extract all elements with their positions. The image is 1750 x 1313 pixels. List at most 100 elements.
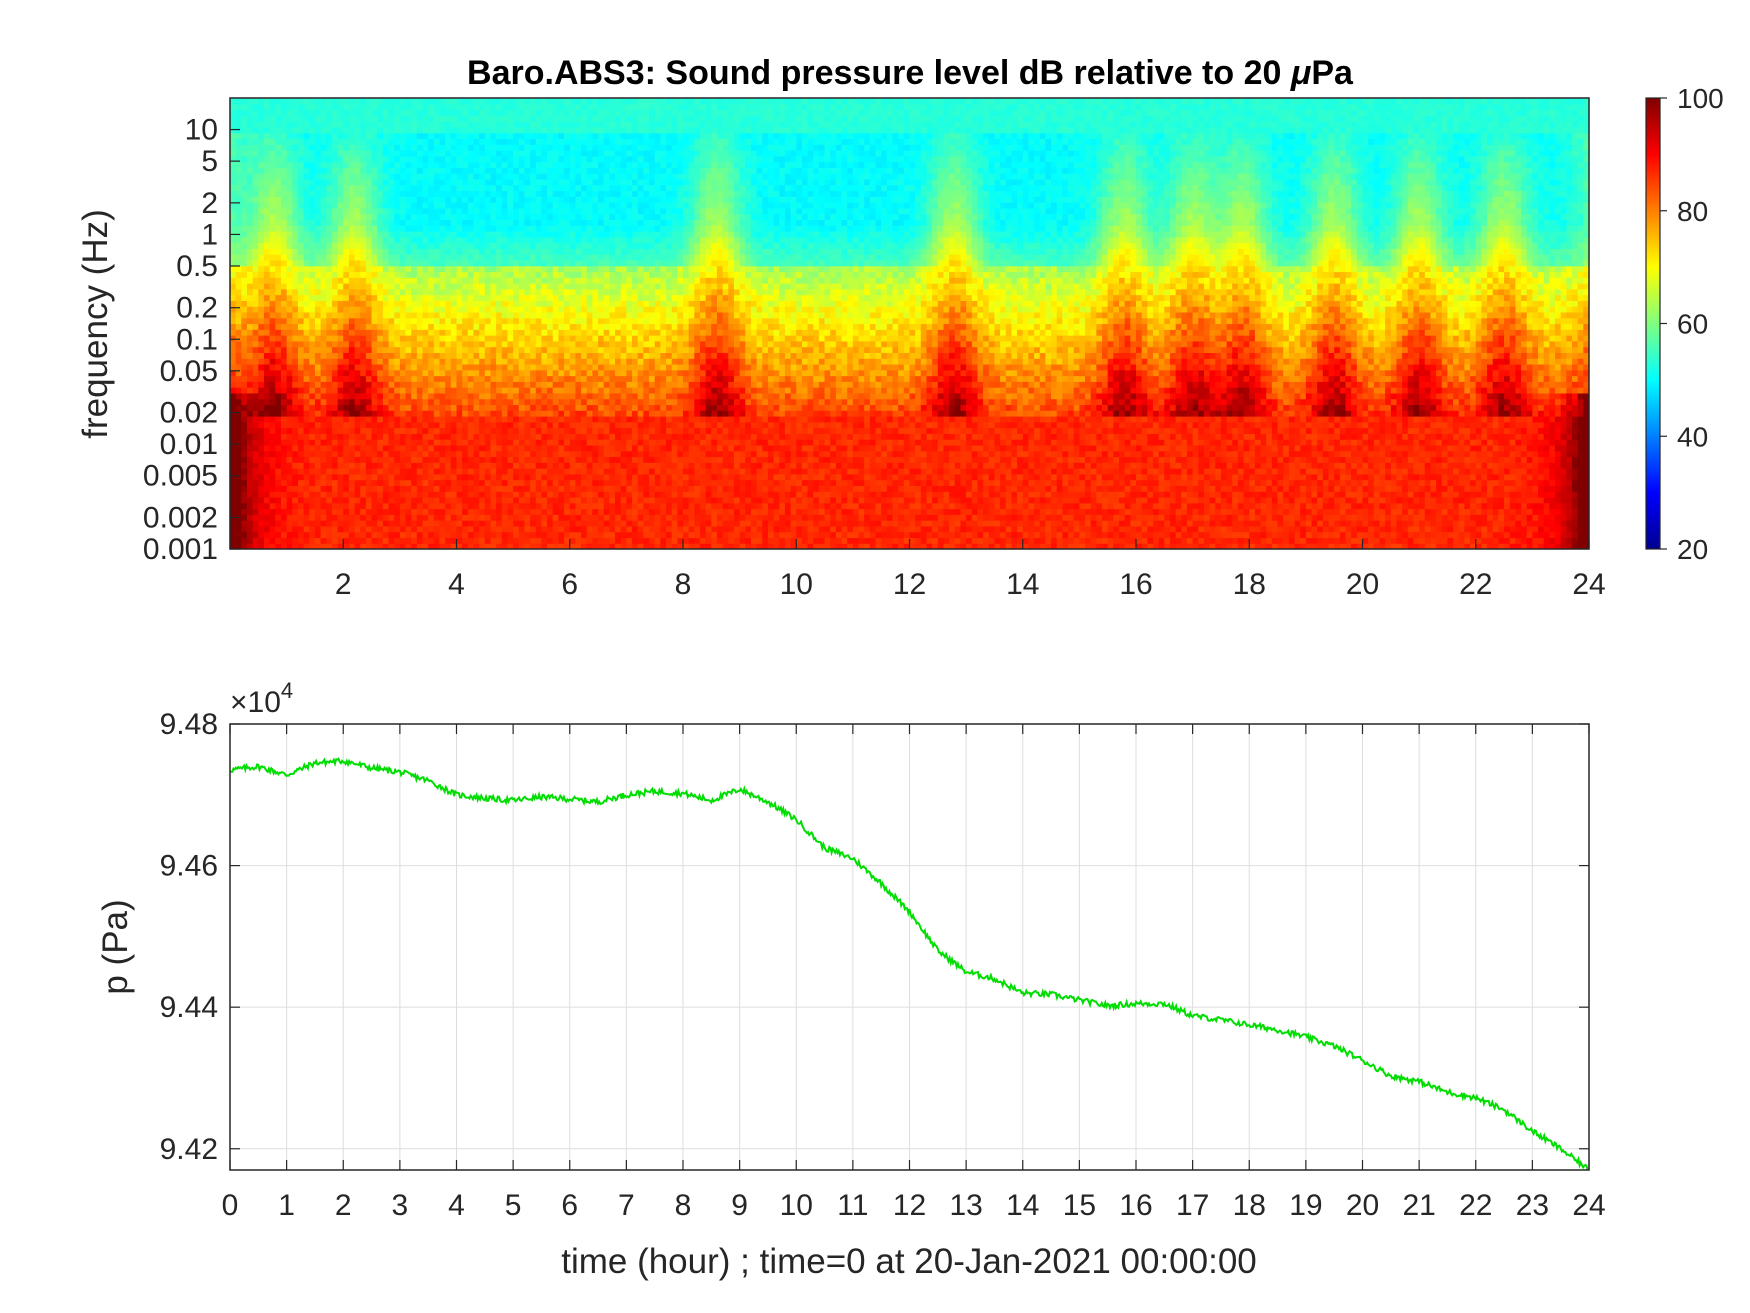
heatmap-cell (354, 531, 361, 539)
heatmap-cell (297, 520, 305, 527)
heatmap-cell (507, 138, 514, 145)
heatmap-cell (394, 398, 401, 406)
heatmap-cell (439, 103, 446, 111)
heatmap-cell (292, 98, 299, 105)
heatmap-cell (484, 173, 492, 180)
heatmap-cell (377, 531, 384, 539)
heatmap-cell (241, 352, 248, 359)
heatmap-cell (388, 520, 395, 527)
heatmap-cell (552, 138, 560, 145)
heatmap-cell (337, 288, 344, 296)
heatmap-cell (422, 439, 429, 446)
heatmap-cell (343, 144, 350, 151)
heatmap-cell (416, 161, 424, 168)
heatmap-cell (490, 392, 497, 400)
heatmap-cell (518, 173, 526, 180)
heatmap-cell (309, 387, 316, 394)
heatmap-cell (275, 479, 282, 486)
heatmap-cell (360, 479, 367, 486)
heatmap-cell (518, 496, 526, 504)
heatmap-cell (473, 335, 480, 342)
heatmap-cell (575, 456, 582, 463)
heatmap-cell (411, 294, 418, 301)
heatmap-cell (450, 404, 458, 411)
heatmap-cell (258, 363, 265, 371)
heatmap-cell (473, 479, 480, 486)
heatmap-cell (535, 196, 543, 203)
heatmap-cell (394, 485, 401, 492)
heatmap-cell (348, 375, 356, 382)
heatmap-cell (416, 496, 424, 504)
heatmap-cell (416, 462, 424, 469)
heatmap-cell (280, 277, 288, 284)
heatmap-cell (558, 150, 565, 157)
heatmap-cell (473, 259, 480, 267)
heatmap-cell (365, 444, 373, 452)
heatmap-cell (490, 416, 497, 423)
heatmap-cell (552, 392, 560, 400)
heatmap-cell (575, 138, 582, 145)
heatmap-cell (433, 306, 441, 313)
heatmap-cell (518, 323, 526, 330)
heatmap-cell (450, 329, 458, 336)
heatmap-cell (558, 462, 565, 469)
heatmap-cell (422, 525, 429, 533)
heatmap-cell (320, 450, 327, 458)
heatmap-cell (382, 219, 390, 226)
heatmap-cell (439, 392, 446, 400)
heatmap-cell (297, 387, 305, 394)
heatmap-cell (337, 421, 344, 429)
heatmap-cell (314, 421, 322, 429)
heatmap-cell (467, 363, 475, 371)
heatmap-cell (507, 219, 514, 226)
heatmap-cell (416, 98, 424, 105)
heatmap-cell (337, 427, 344, 434)
heatmap-cell (280, 387, 288, 394)
heatmap-cell (309, 207, 316, 215)
heatmap-cell (286, 213, 293, 221)
heatmap-cell (326, 369, 333, 377)
heatmap-cell (314, 121, 322, 128)
heatmap-cell (456, 537, 463, 544)
heatmap-cell (428, 294, 435, 301)
heatmap-cell (456, 225, 463, 232)
heatmap-cell (524, 155, 531, 163)
heatmap-cell (331, 416, 339, 423)
heatmap-cell (292, 277, 299, 284)
heatmap-cell (303, 531, 310, 539)
heatmap-cell (348, 444, 356, 452)
heatmap-cell (337, 508, 344, 515)
heatmap-cell (530, 323, 537, 330)
heatmap-cell (314, 294, 322, 301)
heatmap-cell (462, 173, 469, 180)
heatmap-cell (258, 161, 265, 168)
heatmap-cell (343, 392, 350, 400)
heatmap-cell (303, 109, 310, 116)
heatmap-cell (354, 433, 361, 440)
heatmap-cell (569, 363, 577, 371)
heatmap-cell (405, 219, 412, 226)
heatmap-cell (530, 485, 537, 492)
heatmap-cell (445, 277, 452, 284)
heatmap-cell (230, 294, 237, 301)
heatmap-cell (535, 173, 543, 180)
heatmap-cell (280, 167, 288, 174)
heatmap-cell (269, 537, 276, 544)
heatmap-cell (235, 427, 242, 434)
heatmap-cell (564, 115, 571, 122)
heatmap-cell (490, 433, 497, 440)
heatmap-cell (331, 288, 339, 296)
heatmap-cell (235, 335, 242, 342)
heatmap-cell (258, 537, 265, 544)
heatmap-cell (564, 178, 571, 186)
heatmap-cell (286, 207, 293, 215)
heatmap-cell (377, 496, 384, 504)
heatmap-cell (586, 427, 593, 434)
heatmap-cell (258, 392, 265, 400)
heatmap-cell (422, 444, 429, 452)
heatmap-cell (456, 502, 463, 510)
heatmap-cell (309, 329, 316, 336)
heatmap-cell (241, 421, 248, 429)
heatmap-cell (501, 306, 509, 313)
heatmap-cell (320, 248, 327, 255)
